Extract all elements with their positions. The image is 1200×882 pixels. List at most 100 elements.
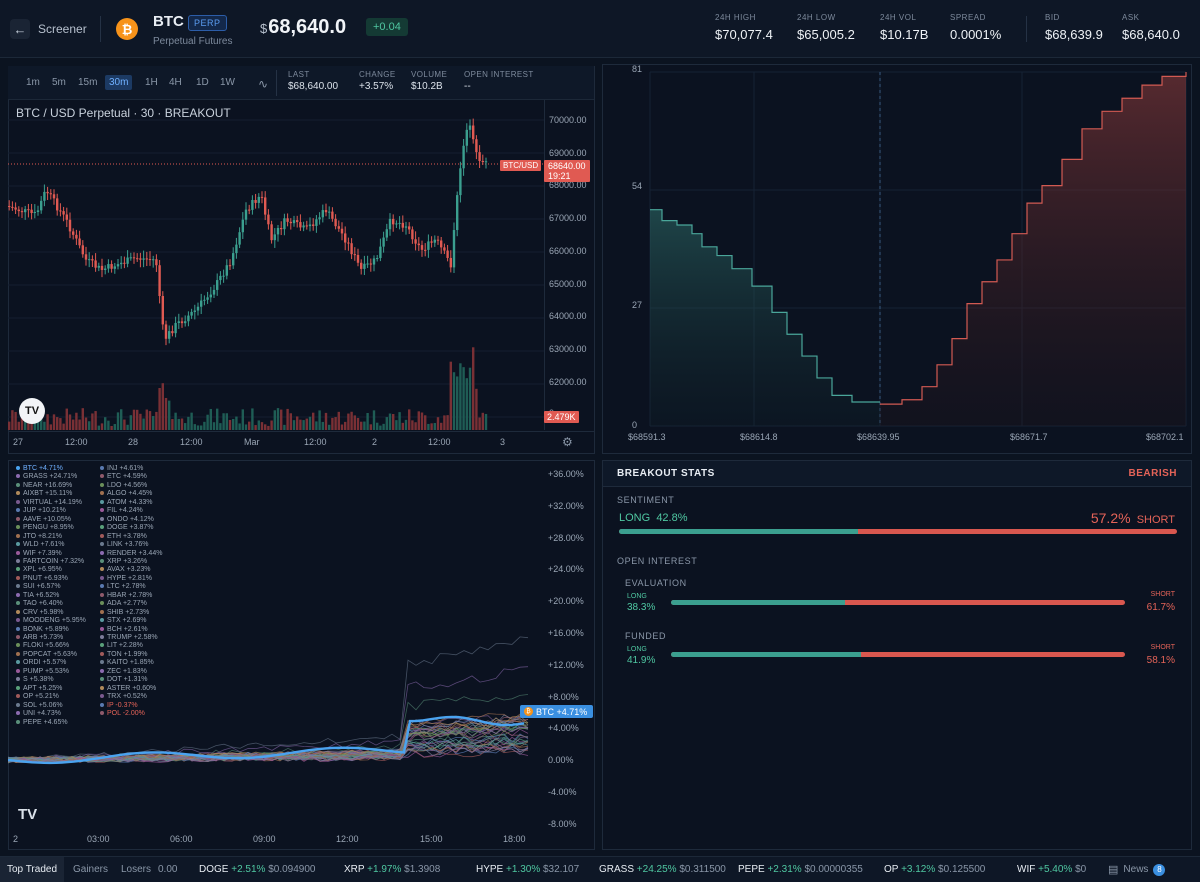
legend-item[interactable]: RENDER +3.44% <box>100 550 162 558</box>
tf-1h[interactable]: 1H <box>145 77 158 88</box>
legend-item[interactable]: LINK +3.76% <box>100 541 148 549</box>
tradingview-logo-icon[interactable]: TV <box>19 398 45 424</box>
legend-item[interactable]: ARB +5.73% <box>16 634 63 642</box>
legend-item[interactable]: HYPE +2.81% <box>100 575 152 583</box>
legend-item[interactable]: TRX +0.52% <box>100 693 147 701</box>
legend-item[interactable]: STX +2.69% <box>100 617 147 625</box>
legend-item[interactable]: ORDI +5.57% <box>16 659 66 667</box>
legend-item[interactable]: PENGU +8.95% <box>16 524 74 532</box>
volume-bar <box>139 413 142 430</box>
legend-item[interactable]: LTC +2.78% <box>100 583 146 591</box>
ticker-hype[interactable]: HYPE +1.30% $32.107 <box>476 864 580 875</box>
ticker-doge[interactable]: DOGE +2.51% $0.094900 <box>199 864 316 875</box>
legend-item[interactable]: AAVE +10.05% <box>16 516 71 524</box>
volume-bar <box>328 424 331 430</box>
volume-bar <box>91 413 94 430</box>
legend-item[interactable]: ASTER +0.60% <box>100 685 156 693</box>
legend-item[interactable]: DOGE +3.87% <box>100 524 154 532</box>
settings-gear-icon[interactable]: ⚙ <box>562 435 573 449</box>
legend-item[interactable]: BTC +4.71% <box>16 465 63 473</box>
candlestick-chart[interactable] <box>8 100 544 430</box>
ticker-pepe[interactable]: PEPE +2.31% $0.00000355 <box>738 864 863 875</box>
tab-top-traded[interactable]: Top Traded <box>0 857 64 882</box>
legend-item[interactable]: IP -0.37% <box>100 702 138 710</box>
legend-item[interactable]: BONK +5.89% <box>16 626 69 634</box>
legend-item[interactable]: APT +5.25% <box>16 685 62 693</box>
legend-item[interactable]: BCH +2.61% <box>100 626 148 634</box>
legend-item[interactable]: POL -2.00% <box>100 710 145 718</box>
legend-item[interactable]: WIF +7.39% <box>16 550 62 558</box>
legend-item[interactable]: INJ +4.61% <box>100 465 143 473</box>
legend-item[interactable]: CRV +5.98% <box>16 609 64 617</box>
legend-item[interactable]: TON +1.99% <box>100 651 148 659</box>
news-button[interactable]: ▤ News 8 <box>1098 857 1200 882</box>
performance-chart[interactable] <box>8 460 538 830</box>
legend-item[interactable]: XRP +3.26% <box>100 558 147 566</box>
tf-1m[interactable]: 1m <box>26 77 40 88</box>
legend-item[interactable]: UNI +4.73% <box>16 710 61 718</box>
legend-item[interactable]: DOT +1.31% <box>100 676 148 684</box>
legend-item[interactable]: TRUMP +2.58% <box>100 634 158 642</box>
legend-item[interactable]: LDO +4.56% <box>100 482 147 490</box>
legend-item[interactable]: ALGO +4.45% <box>100 490 152 498</box>
ticker-xrp[interactable]: XRP +1.97% $1.3908 <box>344 864 441 875</box>
legend-item[interactable]: JUP +10.21% <box>16 507 66 515</box>
volume-bar <box>360 421 363 430</box>
legend-item[interactable]: SUI +6.57% <box>16 583 61 591</box>
back-to-screener-button[interactable]: ← Screener <box>10 16 94 42</box>
legend-item[interactable]: JTO +8.21% <box>16 533 62 541</box>
legend-item[interactable]: LIT +2.28% <box>100 642 143 650</box>
legend-item[interactable]: FLOKI +5.66% <box>16 642 69 650</box>
legend-item[interactable]: TIA +6.52% <box>16 592 59 600</box>
candle <box>8 200 11 211</box>
tf-1d[interactable]: 1D <box>196 77 209 88</box>
legend-item[interactable]: TAO +6.40% <box>16 600 63 608</box>
tf-30m[interactable]: 30m <box>105 75 133 90</box>
ticker-grass[interactable]: GRASS +24.25% $0.311500 <box>599 864 726 875</box>
volume-bar <box>481 412 484 430</box>
legend-item[interactable]: MOODENG +5.95% <box>16 617 86 625</box>
tf-5m[interactable]: 5m <box>52 77 66 88</box>
volume-bar <box>241 409 244 430</box>
legend-item[interactable]: PUMP +5.53% <box>16 668 69 676</box>
tab-gainers[interactable]: Gainers <box>73 864 109 875</box>
legend-item[interactable]: XPL +6.95% <box>16 566 62 574</box>
tf-4h[interactable]: 4H <box>169 77 182 88</box>
legend-item[interactable]: FIL +4.24% <box>100 507 143 515</box>
legend-item[interactable]: FARTCOIN +7.32% <box>16 558 84 566</box>
legend-item[interactable]: VIRTUAL +14.19% <box>16 499 82 507</box>
volume-bar <box>75 412 78 430</box>
legend-item[interactable]: PEPE +4.65% <box>16 719 68 727</box>
legend-item[interactable]: ETC +4.59% <box>100 473 147 481</box>
legend-item[interactable]: OP +5.21% <box>16 693 59 701</box>
legend-item[interactable]: S +5.38% <box>16 676 54 684</box>
tf-15m[interactable]: 15m <box>78 77 98 88</box>
depth-chart[interactable] <box>602 64 1192 454</box>
legend-item[interactable]: SHIB +2.73% <box>100 609 149 617</box>
legend-item[interactable]: AVAX +3.23% <box>100 566 151 574</box>
legend-item[interactable]: WLD +7.61% <box>16 541 64 549</box>
legend-item[interactable]: SOL +5.06% <box>16 702 63 710</box>
legend-item[interactable]: GRASS +24.71% <box>16 473 77 481</box>
legend-item[interactable]: ZEC +1.83% <box>100 668 147 676</box>
legend-item[interactable]: HBAR +2.78% <box>100 592 152 600</box>
legend-item[interactable]: PNUT +6.93% <box>16 575 68 583</box>
candle <box>116 259 120 270</box>
indicator-chart-icon[interactable]: ∿ <box>258 77 269 91</box>
tab-losers[interactable]: Losers <box>121 864 152 875</box>
legend-item[interactable]: ADA +2.77% <box>100 600 147 608</box>
legend-item[interactable]: ATOM +4.33% <box>100 499 152 507</box>
tf-1w[interactable]: 1W <box>220 77 235 88</box>
legend-dot <box>100 643 104 648</box>
volume-bar <box>331 417 334 430</box>
ticker-op[interactable]: OP +3.12% $0.125500 <box>884 864 986 875</box>
candle <box>139 252 142 268</box>
legend-item[interactable]: KAITO +1.85% <box>100 659 154 667</box>
candle <box>235 237 238 259</box>
legend-item[interactable]: ETH +3.78% <box>100 533 147 541</box>
legend-item[interactable]: AIXBT +15.11% <box>16 490 72 498</box>
ticker-wif[interactable]: WIF +5.40% $0 <box>1017 864 1087 875</box>
legend-item[interactable]: POPCAT +5.63% <box>16 651 77 659</box>
legend-item[interactable]: ONDO +4.12% <box>100 516 154 524</box>
legend-item[interactable]: NEAR +16.69% <box>16 482 72 490</box>
